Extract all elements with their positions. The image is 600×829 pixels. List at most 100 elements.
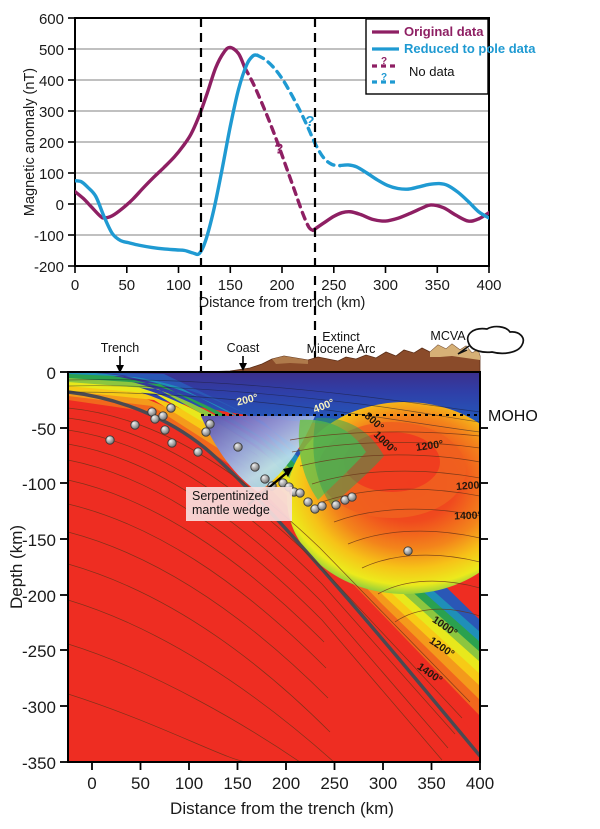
- hypocenter-dot: [166, 403, 176, 413]
- top-y-ticklabels: 600 500 400 300 200 100 0 -100 -200: [34, 11, 64, 276]
- legend-label-reduced: Reduced to pole data: [404, 41, 536, 56]
- hypocenter-dot: [130, 420, 140, 430]
- pointer-arrows: [116, 356, 247, 373]
- question-mark-original: ?: [274, 140, 283, 157]
- top-y-axis-title: Magnetic anomaly (nT): [22, 68, 38, 216]
- y-tick: -250: [22, 642, 56, 661]
- serpentinized-wedge-region: [201, 416, 315, 492]
- x-tick: 150: [223, 774, 251, 793]
- y-tick: -200: [34, 259, 64, 276]
- hypocenter-dot: [105, 435, 115, 445]
- x-tick: 300: [373, 277, 398, 294]
- wedge-label-background: [186, 487, 292, 521]
- hypocenter-dot: [347, 492, 357, 502]
- top-panel: 600 500 400 300 200 100 0 -100 -200 0 50…: [22, 11, 536, 311]
- series-original-data: [75, 45, 247, 220]
- hypocenter-dot: [201, 427, 211, 437]
- x-tick: 250: [321, 277, 346, 294]
- series-original-data-resumed: [311, 203, 489, 233]
- bottom-x-axis-title: Distance from the trench (km): [170, 799, 394, 818]
- x-tick: 400: [476, 277, 501, 294]
- mcva-callout-shape: [457, 325, 525, 355]
- hypocenter-dot: [303, 497, 313, 507]
- y-tick: -100: [34, 228, 64, 245]
- hypocenter-dot: [250, 462, 260, 472]
- label-extinct-arc-line2: Miocene Arc: [307, 342, 376, 356]
- legend-label-original: Original data: [404, 24, 484, 39]
- y-tick: 500: [39, 42, 64, 59]
- hypocenter-dot: [403, 546, 413, 556]
- legend: Original data Reduced to pole data ? ? N…: [365, 18, 536, 95]
- x-tick: 0: [87, 774, 96, 793]
- x-tick: 400: [466, 774, 494, 793]
- hypocenter-dot: [205, 419, 215, 429]
- hypocenter-dot: [160, 425, 170, 435]
- series-original-data-nodata: [243, 65, 315, 233]
- isotherm-label: 200°: [235, 392, 259, 409]
- isotherm-label: 1200°: [415, 438, 444, 454]
- top-x-ticklabels: 0 50 100 150 200 250 300 350 400: [71, 277, 502, 294]
- hypocenter-dot: [233, 442, 243, 452]
- label-mcva: MCVA: [430, 329, 466, 343]
- legend-label-nodata: No data: [409, 64, 455, 79]
- panel-connector-lines: [199, 18, 317, 415]
- y-tick: -200: [22, 587, 56, 606]
- y-tick: 300: [39, 104, 64, 121]
- hypocenter-dot: [193, 447, 203, 457]
- label-trench: Trench: [101, 341, 139, 355]
- x-tick: 0: [71, 277, 79, 294]
- bottom-y-axis-title: Depth (km): [7, 525, 26, 609]
- bottom-y-ticks: [60, 371, 488, 763]
- hypocenter-dot: [260, 474, 270, 484]
- y-tick: 400: [39, 73, 64, 90]
- top-curves: [75, 45, 489, 257]
- slab-interface: [68, 390, 480, 758]
- coast-arrow-head: [239, 363, 247, 371]
- bottom-x-ticklabels: 0 50 100 150 200 250 300 350 400: [87, 774, 494, 793]
- y-tick: -300: [22, 698, 56, 717]
- cross-section-body: 200° 400°800°1000° 1200°1200°1400°1000°120…: [68, 372, 480, 762]
- y-tick: 0: [56, 197, 64, 214]
- x-tick: 350: [425, 277, 450, 294]
- hypocenter-dot: [150, 414, 160, 424]
- bottom-x-ticks: [91, 762, 481, 770]
- bottom-y-ticklabels: 0 -50 -100 -150 -200 -250 -300 -350: [22, 364, 56, 773]
- x-tick: 300: [369, 774, 397, 793]
- serpentinized-wedge-label: Serpentinized mantle wedge: [186, 487, 292, 521]
- top-x-axis-title: Distance from trench (km): [199, 295, 366, 311]
- hypocenter-dot: [295, 488, 305, 498]
- hypocenter-dot: [167, 438, 177, 448]
- x-tick: 50: [118, 277, 135, 294]
- x-tick: 200: [272, 774, 300, 793]
- hypocenter-dot: [331, 500, 341, 510]
- question-mark-reduced: ?: [305, 113, 314, 130]
- x-tick: 250: [320, 774, 348, 793]
- legend-question-mark-original: ?: [381, 56, 387, 67]
- top-gridlines: [75, 48, 489, 236]
- y-tick: -50: [31, 420, 56, 439]
- slab-isotherm-bands: [68, 372, 480, 762]
- bottom-panel: 200° 400°800°1000° 1200°1200°1400°1000°120…: [7, 325, 538, 818]
- bottom-plot-frame: [67, 371, 481, 763]
- series-reduced-to-pole-nodata: [255, 53, 342, 168]
- wedge-label-line1: Serpentinized: [192, 489, 268, 503]
- trench-arrow-head: [116, 365, 124, 373]
- y-tick: -100: [22, 475, 56, 494]
- y-tick: 200: [39, 135, 64, 152]
- top-x-ticks: [74, 266, 490, 273]
- hypocenter-dot: [158, 411, 168, 421]
- series-reduced-to-pole-resumed: [338, 163, 489, 220]
- label-extinct-arc-line1: Extinct: [322, 330, 360, 344]
- x-tick: 50: [131, 774, 150, 793]
- y-tick: -350: [22, 754, 56, 773]
- y-tick: 600: [39, 11, 64, 28]
- x-tick: 100: [166, 277, 191, 294]
- wedge-label-line2: mantle wedge: [192, 503, 270, 517]
- series-reduced-to-pole: [75, 53, 259, 257]
- label-moho: MOHO: [488, 408, 538, 425]
- x-tick: 100: [175, 774, 203, 793]
- y-tick: -150: [22, 531, 56, 550]
- label-coast: Coast: [227, 341, 260, 355]
